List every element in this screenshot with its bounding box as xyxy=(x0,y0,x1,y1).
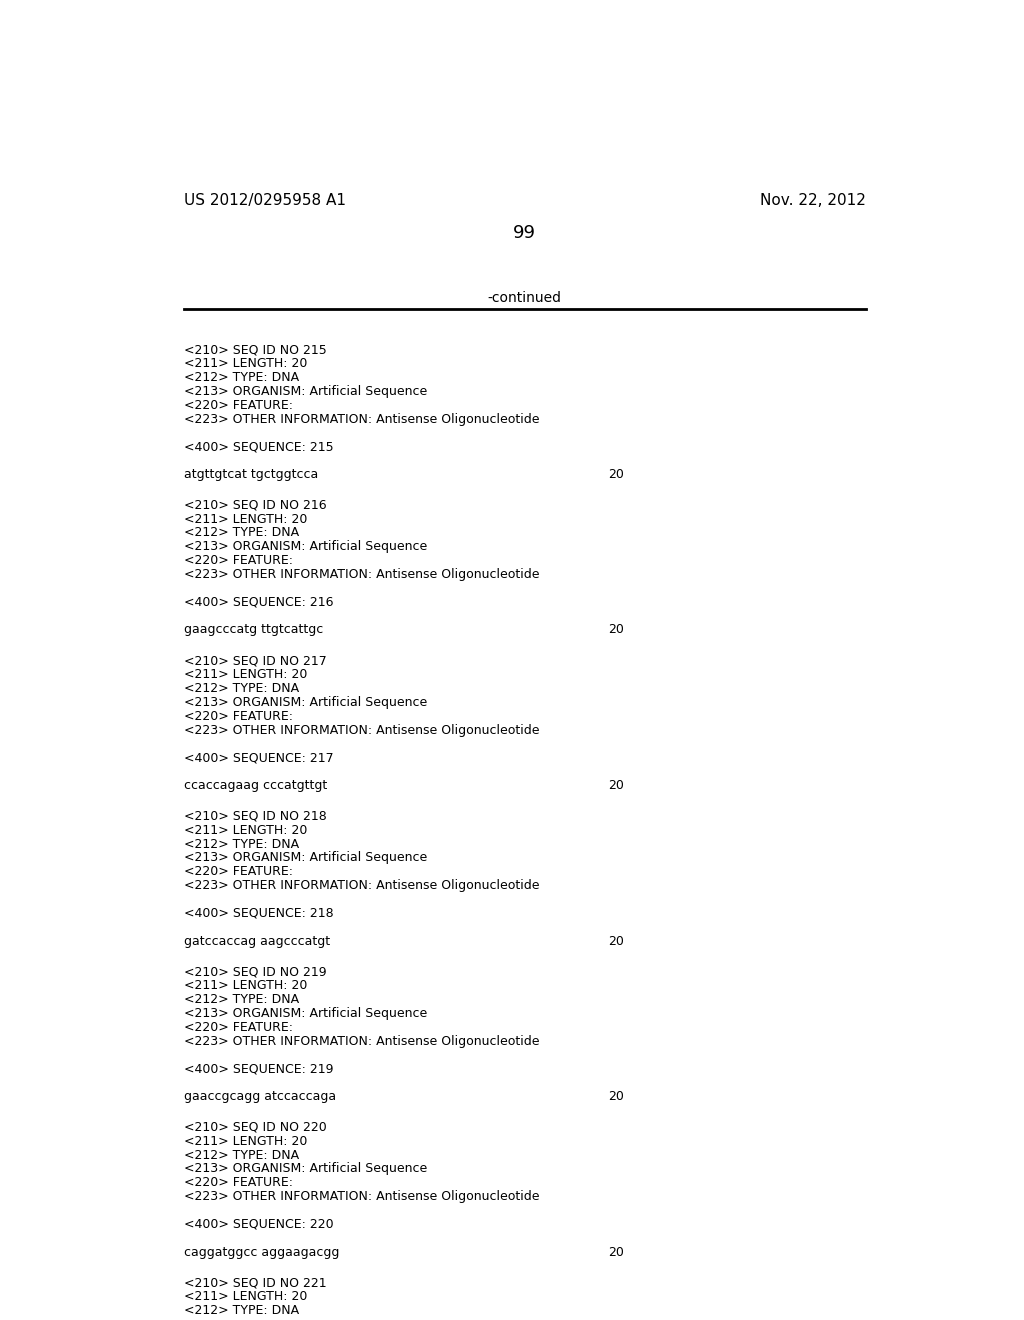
Text: <212> TYPE: DNA: <212> TYPE: DNA xyxy=(183,1304,299,1317)
Text: <223> OTHER INFORMATION: Antisense Oligonucleotide: <223> OTHER INFORMATION: Antisense Oligo… xyxy=(183,723,540,737)
Text: -continued: -continued xyxy=(487,290,562,305)
Text: <213> ORGANISM: Artificial Sequence: <213> ORGANISM: Artificial Sequence xyxy=(183,1163,427,1176)
Text: <400> SEQUENCE: 217: <400> SEQUENCE: 217 xyxy=(183,751,334,764)
Text: <212> TYPE: DNA: <212> TYPE: DNA xyxy=(183,1148,299,1162)
Text: <213> ORGANISM: Artificial Sequence: <213> ORGANISM: Artificial Sequence xyxy=(183,540,427,553)
Text: 20: 20 xyxy=(608,1090,625,1104)
Text: <220> FEATURE:: <220> FEATURE: xyxy=(183,554,293,568)
Text: 99: 99 xyxy=(513,224,537,242)
Text: 20: 20 xyxy=(608,469,625,480)
Text: <220> FEATURE:: <220> FEATURE: xyxy=(183,710,293,723)
Text: <212> TYPE: DNA: <212> TYPE: DNA xyxy=(183,993,299,1006)
Text: <212> TYPE: DNA: <212> TYPE: DNA xyxy=(183,371,299,384)
Text: <223> OTHER INFORMATION: Antisense Oligonucleotide: <223> OTHER INFORMATION: Antisense Oligo… xyxy=(183,412,540,425)
Text: 20: 20 xyxy=(608,779,625,792)
Text: <211> LENGTH: 20: <211> LENGTH: 20 xyxy=(183,512,307,525)
Text: 20: 20 xyxy=(608,1246,625,1259)
Text: <210> SEQ ID NO 215: <210> SEQ ID NO 215 xyxy=(183,343,327,356)
Text: gatccaccag aagcccatgt: gatccaccag aagcccatgt xyxy=(183,935,330,948)
Text: <211> LENGTH: 20: <211> LENGTH: 20 xyxy=(183,668,307,681)
Text: gaaccgcagg atccaccaga: gaaccgcagg atccaccaga xyxy=(183,1090,336,1104)
Text: <220> FEATURE:: <220> FEATURE: xyxy=(183,866,293,878)
Text: US 2012/0295958 A1: US 2012/0295958 A1 xyxy=(183,193,346,209)
Text: <223> OTHER INFORMATION: Antisense Oligonucleotide: <223> OTHER INFORMATION: Antisense Oligo… xyxy=(183,879,540,892)
Text: <223> OTHER INFORMATION: Antisense Oligonucleotide: <223> OTHER INFORMATION: Antisense Oligo… xyxy=(183,568,540,581)
Text: <212> TYPE: DNA: <212> TYPE: DNA xyxy=(183,682,299,696)
Text: <213> ORGANISM: Artificial Sequence: <213> ORGANISM: Artificial Sequence xyxy=(183,851,427,865)
Text: gaagcccatg ttgtcattgc: gaagcccatg ttgtcattgc xyxy=(183,623,323,636)
Text: <223> OTHER INFORMATION: Antisense Oligonucleotide: <223> OTHER INFORMATION: Antisense Oligo… xyxy=(183,1191,540,1204)
Text: <211> LENGTH: 20: <211> LENGTH: 20 xyxy=(183,979,307,993)
Text: <210> SEQ ID NO 217: <210> SEQ ID NO 217 xyxy=(183,655,327,668)
Text: <220> FEATURE:: <220> FEATURE: xyxy=(183,1176,293,1189)
Text: <400> SEQUENCE: 215: <400> SEQUENCE: 215 xyxy=(183,441,334,453)
Text: <212> TYPE: DNA: <212> TYPE: DNA xyxy=(183,527,299,540)
Text: <400> SEQUENCE: 219: <400> SEQUENCE: 219 xyxy=(183,1063,333,1076)
Text: <210> SEQ ID NO 216: <210> SEQ ID NO 216 xyxy=(183,499,327,512)
Text: Nov. 22, 2012: Nov. 22, 2012 xyxy=(760,193,866,209)
Text: caggatggcc aggaagacgg: caggatggcc aggaagacgg xyxy=(183,1246,339,1259)
Text: <213> ORGANISM: Artificial Sequence: <213> ORGANISM: Artificial Sequence xyxy=(183,696,427,709)
Text: <220> FEATURE:: <220> FEATURE: xyxy=(183,1020,293,1034)
Text: <213> ORGANISM: Artificial Sequence: <213> ORGANISM: Artificial Sequence xyxy=(183,1007,427,1020)
Text: ccaccagaag cccatgttgt: ccaccagaag cccatgttgt xyxy=(183,779,327,792)
Text: <211> LENGTH: 20: <211> LENGTH: 20 xyxy=(183,1135,307,1148)
Text: 20: 20 xyxy=(608,935,625,948)
Text: <213> ORGANISM: Artificial Sequence: <213> ORGANISM: Artificial Sequence xyxy=(183,385,427,397)
Text: <210> SEQ ID NO 220: <210> SEQ ID NO 220 xyxy=(183,1121,327,1134)
Text: <210> SEQ ID NO 218: <210> SEQ ID NO 218 xyxy=(183,810,327,822)
Text: <400> SEQUENCE: 216: <400> SEQUENCE: 216 xyxy=(183,595,333,609)
Text: <400> SEQUENCE: 218: <400> SEQUENCE: 218 xyxy=(183,907,334,920)
Text: <400> SEQUENCE: 220: <400> SEQUENCE: 220 xyxy=(183,1218,334,1232)
Text: <211> LENGTH: 20: <211> LENGTH: 20 xyxy=(183,1291,307,1303)
Text: <223> OTHER INFORMATION: Antisense Oligonucleotide: <223> OTHER INFORMATION: Antisense Oligo… xyxy=(183,1035,540,1048)
Text: <220> FEATURE:: <220> FEATURE: xyxy=(183,399,293,412)
Text: <212> TYPE: DNA: <212> TYPE: DNA xyxy=(183,838,299,850)
Text: atgttgtcat tgctggtcca: atgttgtcat tgctggtcca xyxy=(183,469,318,480)
Text: <210> SEQ ID NO 221: <210> SEQ ID NO 221 xyxy=(183,1276,327,1290)
Text: <211> LENGTH: 20: <211> LENGTH: 20 xyxy=(183,824,307,837)
Text: <210> SEQ ID NO 219: <210> SEQ ID NO 219 xyxy=(183,965,327,978)
Text: <211> LENGTH: 20: <211> LENGTH: 20 xyxy=(183,358,307,370)
Text: 20: 20 xyxy=(608,623,625,636)
